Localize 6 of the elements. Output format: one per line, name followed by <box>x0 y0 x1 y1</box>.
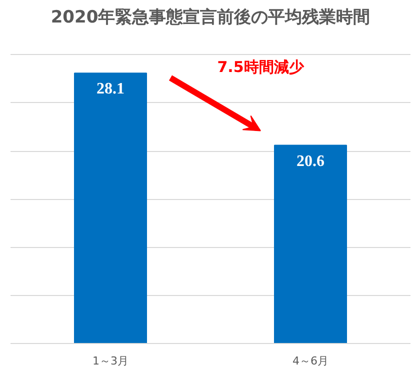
annotation: 7.5時間減少 <box>217 58 305 76</box>
x-tick-label: 4～6月 <box>292 354 328 368</box>
x-tick-label: 1～3月 <box>92 354 128 368</box>
data-label: 28.1 <box>96 80 124 98</box>
chart-title: 2020年緊急事態宣言前後の平均残業時間 <box>50 8 370 28</box>
data-label: 20.6 <box>296 152 324 170</box>
